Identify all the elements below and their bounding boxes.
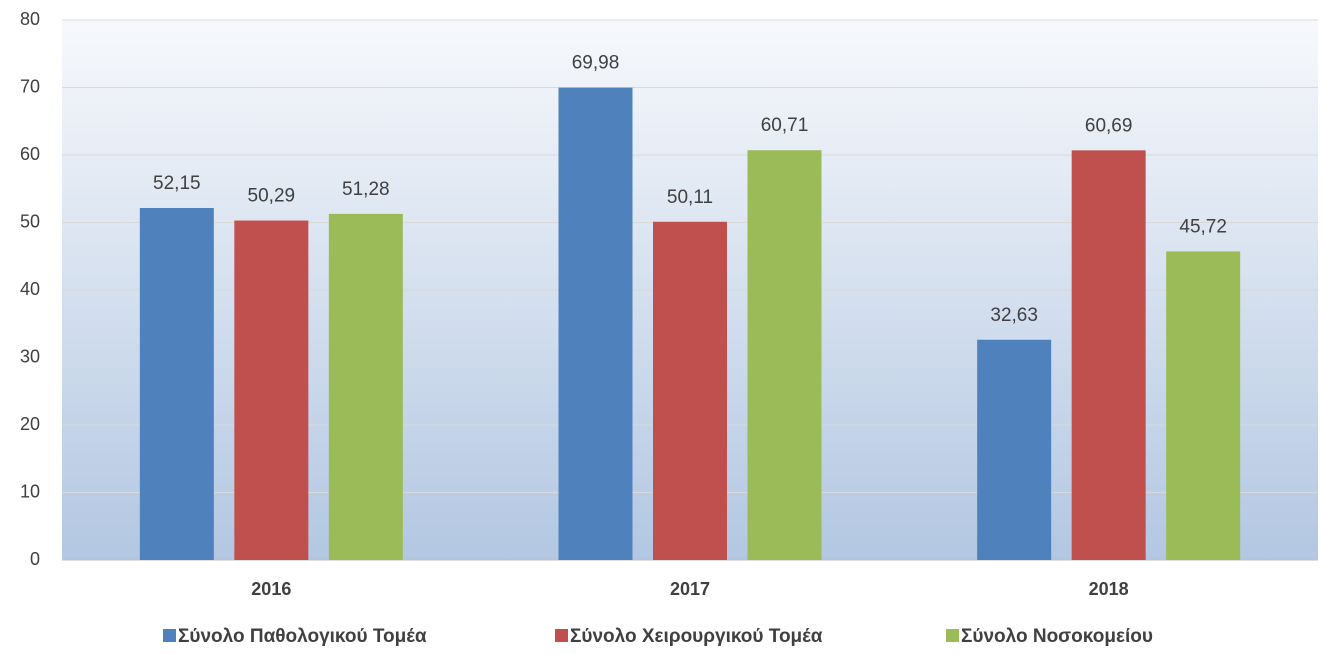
data-label: 50,29: [248, 186, 296, 207]
x-tick-label: 2016: [251, 579, 291, 599]
legend-label: Σύνολο Νοσοκομείου: [961, 626, 1153, 647]
y-tick-label: 30: [20, 346, 40, 366]
x-tick-label: 2017: [670, 579, 710, 599]
legend-label: Σύνολο Χειρουργικού Τομέα: [570, 626, 823, 647]
bar: [747, 150, 822, 560]
bar: [139, 207, 214, 561]
data-label: 52,15: [153, 173, 201, 194]
bar: [1071, 150, 1146, 560]
bar: [558, 87, 633, 560]
y-tick-label: 60: [20, 144, 40, 164]
y-tick-label: 20: [20, 414, 40, 434]
data-label: 45,72: [1179, 216, 1227, 237]
data-label: 32,63: [990, 305, 1038, 326]
data-label: 50,11: [667, 187, 713, 208]
y-tick-label: 0: [30, 549, 40, 569]
y-tick-label: 40: [20, 279, 40, 299]
y-tick-label: 50: [20, 211, 40, 231]
y-tick-label: 10: [20, 481, 40, 501]
data-label: 60,69: [1085, 115, 1133, 136]
bar: [977, 339, 1052, 560]
bar: [328, 213, 403, 561]
y-tick-label: 80: [20, 9, 40, 29]
data-label: 60,71: [761, 115, 809, 136]
legend-swatch: [555, 629, 568, 642]
data-label: 51,28: [342, 179, 390, 200]
bar: [1166, 251, 1241, 560]
y-tick-label: 70: [20, 76, 40, 96]
legend-swatch: [946, 629, 959, 642]
x-tick-label: 2018: [1089, 579, 1129, 599]
bar: [234, 220, 309, 561]
bar: [653, 221, 727, 560]
data-label: 69,98: [572, 53, 620, 74]
legend-label: Σύνολο Παθολογικού Τομέα: [178, 626, 427, 647]
legend-swatch: [163, 629, 176, 642]
